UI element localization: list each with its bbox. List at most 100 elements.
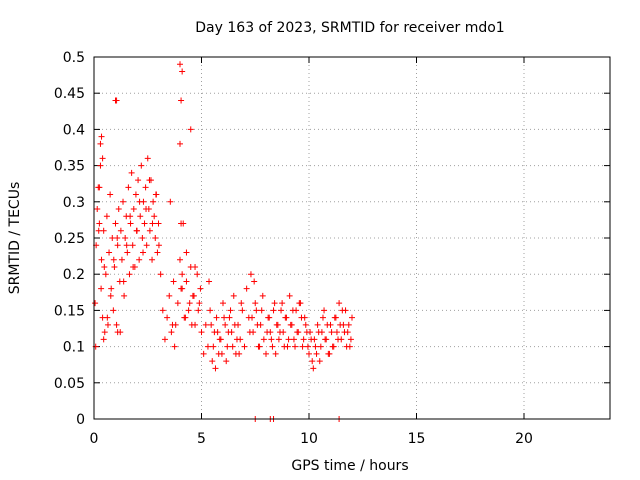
data-point: [260, 336, 267, 343]
data-point: [177, 256, 183, 263]
y-tick-label: 0.35: [54, 159, 85, 175]
data-point: [159, 307, 166, 314]
data-point: [135, 177, 142, 184]
data-point: [239, 307, 246, 314]
data-point: [151, 213, 158, 220]
data-point: [161, 336, 168, 343]
data-point: [154, 249, 161, 256]
data-point: [157, 271, 164, 278]
data-point: [246, 329, 253, 336]
data-point: [123, 242, 130, 249]
data-point: [98, 256, 105, 263]
data-point: [170, 278, 177, 285]
data-point: [259, 292, 266, 299]
data-point: [195, 307, 202, 314]
data-point: [349, 314, 355, 321]
data-point: [133, 227, 140, 234]
data-point: [241, 343, 248, 350]
data-point: [319, 314, 326, 321]
data-point: [269, 343, 276, 350]
data-point: [225, 329, 232, 336]
data-point: [229, 343, 236, 350]
data-point: [271, 300, 278, 307]
data-point: [294, 329, 301, 336]
data-point: [309, 358, 316, 365]
data-point: [306, 350, 312, 357]
data-point: [130, 263, 137, 270]
data-point: [339, 307, 346, 314]
data-point: [283, 314, 290, 321]
data-point: [285, 336, 292, 343]
data-point: [207, 307, 214, 314]
data-point: [249, 314, 256, 321]
data-point: [95, 227, 102, 234]
data-point: [101, 263, 108, 270]
data-point: [146, 177, 153, 184]
y-tick-label: 0.4: [63, 122, 85, 138]
data-point: [270, 307, 277, 314]
data-point: [177, 61, 183, 68]
data-point: [343, 343, 350, 350]
y-tick-label: 0.2: [63, 267, 85, 283]
x-axis-label: GPS time / hours: [291, 458, 408, 474]
data-point: [341, 329, 348, 336]
data-point: [155, 220, 162, 227]
data-point: [208, 321, 215, 328]
data-point: [251, 278, 258, 285]
data-point: [114, 235, 121, 241]
data-point: [347, 336, 354, 343]
data-point: [92, 300, 99, 307]
data-point: [247, 271, 254, 278]
data-point: [144, 155, 151, 162]
data-point: [230, 292, 237, 299]
y-tick-label: 0.15: [54, 303, 85, 319]
data-point: [120, 198, 127, 205]
data-point: [289, 307, 296, 314]
data-point: [221, 314, 228, 321]
data-point: [312, 343, 319, 350]
data-point: [278, 307, 285, 314]
data-point: [174, 300, 181, 307]
data-point: [315, 329, 322, 336]
data-point: [149, 256, 156, 263]
data-point: [276, 329, 283, 336]
data-point: [96, 220, 103, 227]
data-point: [272, 350, 279, 357]
data-point: [136, 198, 143, 205]
data-point: [94, 206, 101, 213]
data-point: [118, 256, 125, 263]
data-point: [167, 198, 174, 205]
x-tick-label: 5: [197, 431, 206, 447]
data-point: [121, 292, 128, 299]
data-point: [107, 191, 114, 198]
data-point: [102, 271, 109, 278]
data-point: [98, 285, 105, 292]
data-point: [226, 314, 233, 321]
data-point: [128, 169, 135, 176]
y-axis-label: SRMTID / TECUs: [7, 182, 23, 295]
data-point: [224, 343, 231, 350]
y-axis-ticks: 0 0.05 0.1 0.15 0.2 0.25 0.3 0.35 0.4 0.45 0.5: [54, 50, 610, 428]
data-point: [210, 343, 217, 350]
data-point: [223, 358, 230, 365]
data-point: [258, 307, 265, 314]
data-point: [214, 329, 221, 336]
data-point: [194, 271, 201, 278]
data-point: [292, 343, 299, 350]
data-point: [243, 285, 250, 292]
data-point: [179, 271, 186, 278]
data-point: [169, 321, 176, 328]
data-point: [132, 191, 139, 198]
data-point: [321, 307, 328, 314]
data-point: [97, 162, 104, 169]
data-point: [202, 321, 209, 328]
data-point: [345, 321, 352, 328]
data-point: [178, 97, 185, 104]
data-point: [99, 155, 106, 162]
data-point: [122, 235, 129, 241]
data-point: [192, 263, 199, 270]
data-point: [178, 285, 185, 292]
data-point: [255, 343, 262, 350]
data-point: [143, 206, 150, 213]
x-tick-label: 20: [515, 431, 533, 447]
